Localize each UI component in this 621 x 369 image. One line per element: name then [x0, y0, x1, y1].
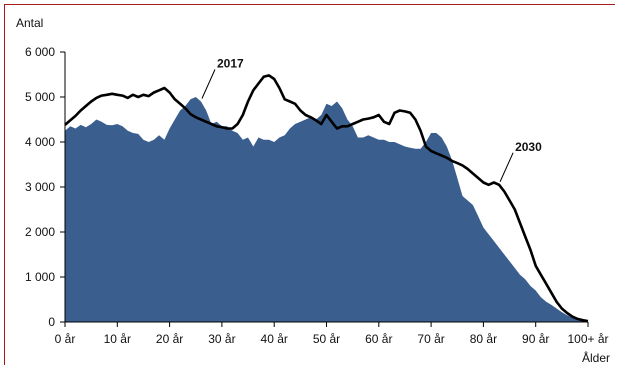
y-tick-label: 4 000	[25, 135, 55, 149]
x-tick-label: 20 år	[156, 332, 183, 346]
y-tick-label: 2 000	[25, 225, 55, 239]
y-tick-label: 1 000	[25, 270, 55, 284]
x-tick-label: 10 år	[104, 332, 131, 346]
annotation-label-2030: 2030	[515, 140, 542, 154]
x-tick-label: 40 år	[261, 332, 288, 346]
x-tick-label: 100+ år	[567, 332, 608, 346]
y-tick-label: 3 000	[25, 180, 55, 194]
series-area-2017	[65, 97, 588, 322]
series-line-2030	[64, 74, 589, 323]
x-axis-label: Ålder	[582, 350, 610, 365]
y-tick-label: 6 000	[25, 45, 55, 59]
x-tick-label: 70 år	[417, 332, 444, 346]
x-tick-label: 0 år	[55, 332, 76, 346]
plot-area: 0 1 000 2 000 3 000 4 000 5 000 6 000 0 år 10 år…	[25, 45, 609, 346]
x-tick-label: 60 år	[365, 332, 392, 346]
annotation-leader	[201, 69, 216, 99]
annotation-leader	[499, 152, 514, 182]
x-tick-label: 80 år	[470, 332, 497, 346]
y-tick-label: 0	[48, 315, 55, 329]
x-tick-label: 90 år	[522, 332, 549, 346]
x-tick-label: 50 år	[313, 332, 340, 346]
y-axis-label: Antal	[16, 16, 43, 30]
chart-frame	[4, 4, 615, 365]
annotation-label-2017: 2017	[217, 57, 244, 71]
x-tick-label: 30 år	[208, 332, 235, 346]
y-tick-label: 5 000	[25, 90, 55, 104]
